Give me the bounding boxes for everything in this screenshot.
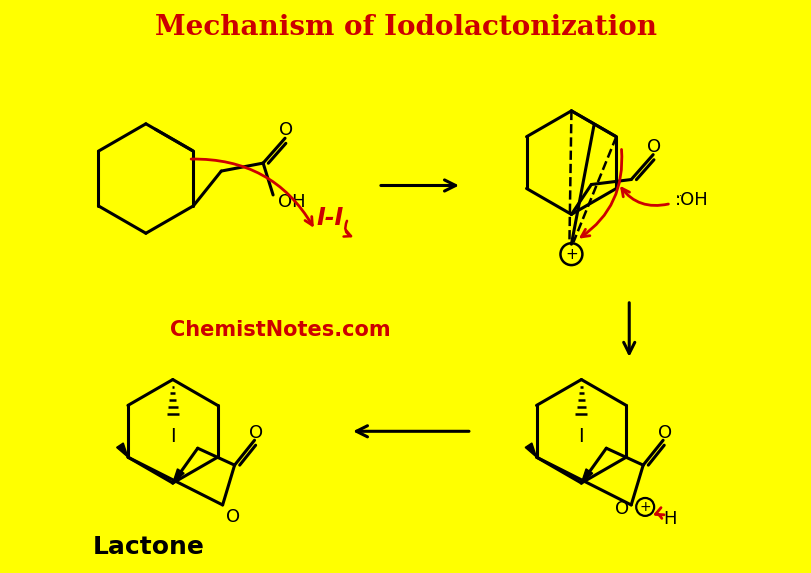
Text: O: O bbox=[657, 424, 672, 442]
Text: +: + bbox=[564, 246, 577, 262]
Polygon shape bbox=[173, 469, 184, 483]
Text: ChemistNotes.com: ChemistNotes.com bbox=[170, 320, 390, 340]
Text: O: O bbox=[249, 424, 264, 442]
Polygon shape bbox=[525, 443, 536, 457]
Text: O: O bbox=[279, 121, 293, 139]
Polygon shape bbox=[117, 443, 128, 457]
Text: O: O bbox=[615, 500, 629, 518]
Text: O: O bbox=[225, 508, 239, 526]
Text: I: I bbox=[578, 427, 583, 446]
Polygon shape bbox=[581, 469, 592, 483]
Text: O: O bbox=[646, 138, 660, 156]
Text: ..: .. bbox=[676, 189, 683, 198]
Text: OH: OH bbox=[277, 193, 305, 211]
Text: Lactone: Lactone bbox=[92, 535, 204, 559]
Text: +: + bbox=[638, 500, 650, 514]
Text: H: H bbox=[663, 510, 676, 528]
Text: I-I: I-I bbox=[316, 206, 343, 230]
Text: Mechanism of Iodolactonization: Mechanism of Iodolactonization bbox=[155, 14, 656, 41]
Text: :OH: :OH bbox=[674, 191, 708, 209]
Text: I: I bbox=[169, 427, 175, 446]
